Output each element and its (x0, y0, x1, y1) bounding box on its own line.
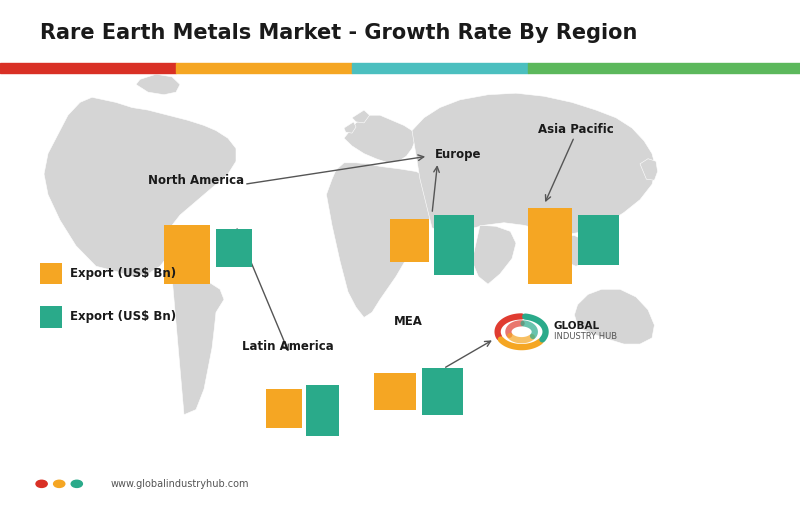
Polygon shape (640, 159, 658, 180)
Text: North America: North America (148, 174, 244, 187)
Bar (306, 385, 339, 436)
Text: MEA: MEA (394, 315, 422, 328)
Text: GLOBAL: GLOBAL (554, 321, 600, 331)
Bar (352, 63, 528, 73)
Polygon shape (428, 179, 460, 210)
Polygon shape (472, 225, 516, 284)
Bar (390, 219, 429, 262)
Text: www.globalindustryhub.com: www.globalindustryhub.com (110, 479, 249, 489)
Bar (528, 208, 572, 284)
Polygon shape (136, 74, 180, 95)
Polygon shape (412, 93, 656, 236)
Bar (40, 263, 62, 284)
Text: Export (US$ Bn): Export (US$ Bn) (70, 310, 177, 324)
Text: INDUSTRY HUB: INDUSTRY HUB (554, 332, 617, 342)
Bar (528, 63, 800, 73)
Bar (434, 215, 474, 275)
Bar (374, 373, 416, 410)
Polygon shape (326, 163, 438, 317)
Circle shape (36, 480, 47, 487)
Polygon shape (44, 97, 236, 276)
Circle shape (71, 480, 82, 487)
Polygon shape (574, 289, 654, 344)
Polygon shape (172, 276, 224, 415)
Bar (266, 389, 302, 428)
Text: Europe: Europe (434, 148, 481, 161)
Polygon shape (558, 236, 592, 266)
Polygon shape (352, 110, 370, 123)
Text: Export (US$ Bn): Export (US$ Bn) (70, 267, 177, 280)
Bar (40, 306, 62, 328)
Circle shape (54, 480, 65, 487)
Text: Rare Earth Metals Market - Growth Rate By Region: Rare Earth Metals Market - Growth Rate B… (40, 23, 638, 43)
Bar (0, 63, 176, 73)
Polygon shape (344, 115, 416, 163)
Bar (422, 368, 463, 415)
Bar (164, 225, 210, 284)
Bar (216, 229, 252, 267)
Text: Latin America: Latin America (242, 340, 334, 353)
Bar (176, 63, 352, 73)
Polygon shape (344, 122, 356, 133)
Bar (578, 215, 619, 265)
Text: Asia Pacific: Asia Pacific (538, 123, 614, 136)
